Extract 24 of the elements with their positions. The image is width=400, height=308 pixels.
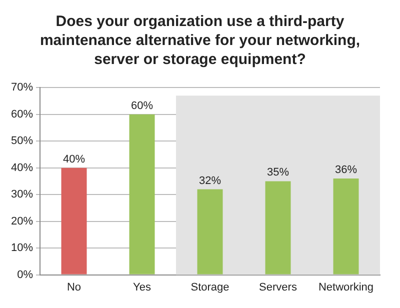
data-label: 60% xyxy=(130,100,154,112)
x-tick-label: No xyxy=(66,281,82,294)
y-tick-label: 70% xyxy=(10,82,34,94)
bar xyxy=(265,181,291,274)
y-tick-label: 40% xyxy=(10,162,34,174)
chart-title: Does your organization use a third-party maintenance alternative for your networking, server or storage equipment? xyxy=(38,12,362,70)
x-tick-label: Storage xyxy=(190,281,230,294)
bar xyxy=(197,189,223,274)
x-tick-label: Networking xyxy=(318,281,374,294)
y-tick-label: 0% xyxy=(17,268,34,281)
bar xyxy=(61,168,87,274)
y-tick-label: 30% xyxy=(10,188,34,201)
data-label: 32% xyxy=(198,174,222,187)
x-tick-label: Servers xyxy=(259,281,298,294)
y-tick-label: 50% xyxy=(10,135,34,148)
data-label: 36% xyxy=(334,164,358,176)
data-label: 40% xyxy=(63,153,86,166)
bar xyxy=(333,178,359,274)
y-tick-label: 20% xyxy=(10,215,34,228)
x-tick-label: Yes xyxy=(133,281,152,294)
y-tick-label: 60% xyxy=(10,108,34,120)
y-tick-label: 10% xyxy=(10,242,34,254)
data-label: 35% xyxy=(266,166,290,179)
bar xyxy=(129,114,155,274)
